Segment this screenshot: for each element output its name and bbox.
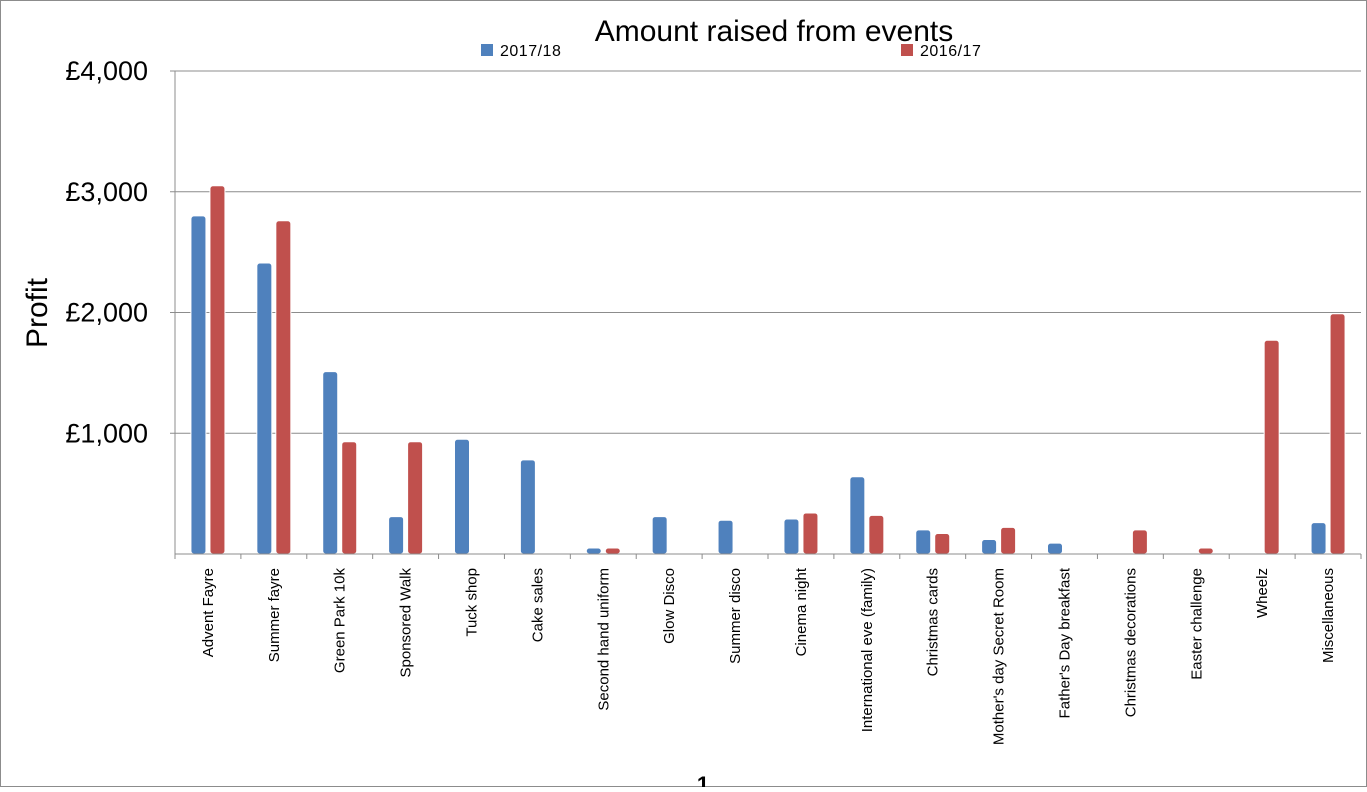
bar-series2 xyxy=(407,441,424,555)
labels: £1,000 £2,000 £3,000 £4,000 Advent Fayre Summ… xyxy=(65,56,1337,745)
legend: 2017/18 2016/17 xyxy=(481,43,981,60)
bar-series1 xyxy=(256,262,273,555)
bar-series1 xyxy=(849,476,866,555)
x-tick-label: Christmas decorations xyxy=(1122,568,1139,717)
bar-series2 xyxy=(275,220,292,555)
x-tick-label: Christmas cards xyxy=(925,568,942,676)
bar-series1 xyxy=(190,215,207,555)
bar-series2 xyxy=(341,441,358,555)
bar-series2 xyxy=(1131,529,1148,555)
y-tick-label: £3,000 xyxy=(65,177,148,207)
y-tick-label: £1,000 xyxy=(65,418,148,448)
bar-series1 xyxy=(388,516,405,555)
bar-series1 xyxy=(783,518,800,555)
bar-series2 xyxy=(1263,339,1280,555)
x-tick-label: Summer disco xyxy=(727,568,744,664)
legend-label: 2016/17 xyxy=(920,43,981,60)
bar-series2 xyxy=(209,185,226,555)
y-axis-label: Profit xyxy=(21,277,54,348)
bar-series2 xyxy=(802,512,819,555)
bar-series1 xyxy=(454,438,470,555)
bar-series1 xyxy=(717,519,734,555)
y-tick-label: £2,000 xyxy=(65,298,148,328)
bar-series2 xyxy=(604,547,621,555)
bar-series1 xyxy=(651,516,668,555)
x-tick-label: Father's Day breakfast xyxy=(1057,567,1074,718)
x-tick-label: Second hand uniform xyxy=(595,568,612,711)
x-tick-label: Cake sales xyxy=(529,568,546,642)
bar-series2 xyxy=(934,532,951,555)
bar-series2 xyxy=(1000,526,1017,555)
x-tick-label: Wheelz xyxy=(1254,568,1271,618)
x-tick-label: Mother's day Secret Room xyxy=(991,568,1008,745)
x-tick-label: Advent Fayre xyxy=(200,568,217,657)
bar-series2 xyxy=(1197,547,1214,555)
bar-series1 xyxy=(1047,542,1063,555)
chart-title: Amount raised from events xyxy=(595,15,954,48)
x-tick-label: Green Park 10k xyxy=(332,568,349,674)
bar-series1 xyxy=(1310,522,1327,555)
x-axis-label: 1 xyxy=(697,772,709,787)
x-tick-label: Sponsored Walk xyxy=(398,568,415,678)
bar-series1 xyxy=(322,371,339,555)
x-tick-label: Miscellaneous xyxy=(1320,568,1337,663)
bar-series2 xyxy=(1329,313,1346,555)
bar-series1 xyxy=(519,459,536,555)
x-tick-label: International eve (family) xyxy=(859,568,876,732)
x-tick-label: Cinema night xyxy=(793,567,810,656)
bar-series1 xyxy=(981,539,998,555)
legend-swatch xyxy=(901,44,913,56)
x-tick-label: Summer fayre xyxy=(266,568,283,662)
bar-series1 xyxy=(915,529,932,555)
legend-swatch xyxy=(481,44,493,56)
gridlines xyxy=(175,70,1361,434)
axes xyxy=(170,70,1362,559)
x-tick-label: Easter challenge xyxy=(1188,568,1205,680)
x-tick-label: Glow Disco xyxy=(661,568,678,644)
bar-series2 xyxy=(868,514,885,555)
x-tick-label: Tuck shop xyxy=(464,568,481,637)
legend-label: 2017/18 xyxy=(500,43,561,60)
bar-series1 xyxy=(585,547,602,555)
y-tick-label: £4,000 xyxy=(65,56,148,86)
